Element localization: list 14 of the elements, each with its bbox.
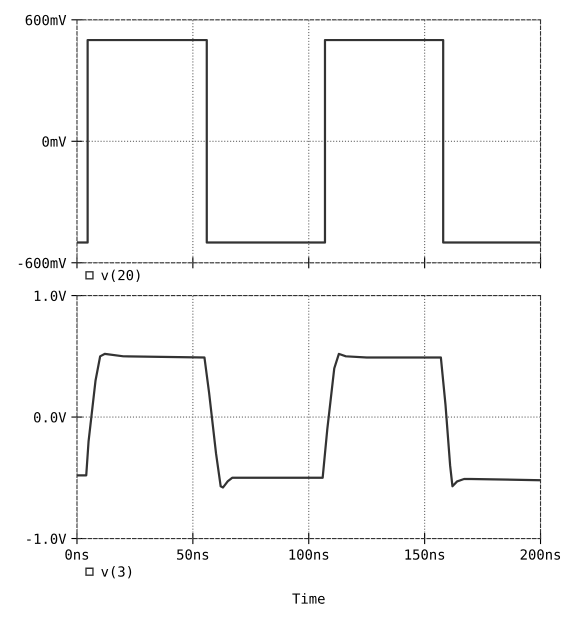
- x-tick-label: 150ns: [405, 549, 444, 560]
- legend-label: v(3): [101, 566, 132, 578]
- x-axis-title: Time: [292, 593, 325, 604]
- y-tick-label: 0.0V: [34, 412, 66, 423]
- y-tick-label: 600mV: [26, 14, 66, 26]
- legend-label: v(20): [101, 270, 140, 282]
- x-tick-label: 100ns: [290, 549, 328, 560]
- x-tick-label: 0ns: [65, 549, 88, 560]
- x-tick-label: 50ns: [177, 549, 208, 560]
- y-tick-label: 0mV: [42, 136, 66, 147]
- x-tick-label: 200ns: [520, 549, 560, 560]
- y-tick-label: -600mV: [18, 258, 66, 268]
- y-tick-label: -1.0V: [27, 534, 66, 544]
- y-tick-label: 1.0V: [34, 290, 66, 302]
